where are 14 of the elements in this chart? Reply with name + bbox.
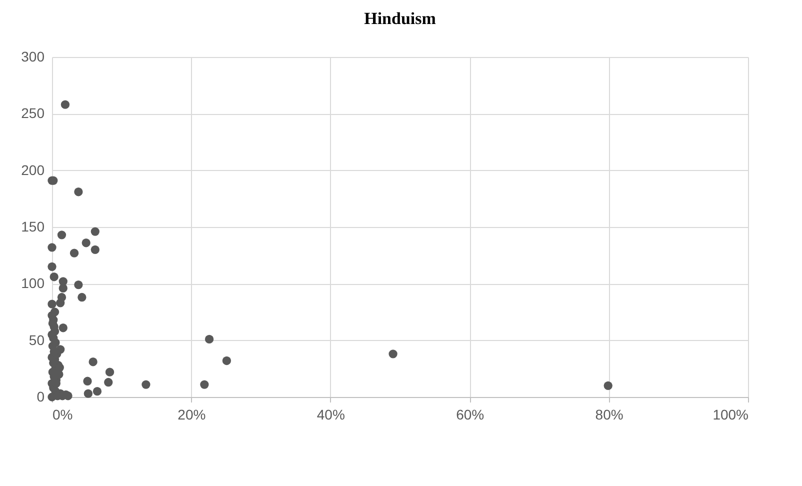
chart-title: Hinduism bbox=[364, 9, 436, 28]
y-tick-label: 300 bbox=[21, 48, 45, 64]
x-tick-label: 40% bbox=[316, 406, 345, 422]
y-tick-label: 50 bbox=[28, 332, 45, 348]
x-tick-label: 60% bbox=[456, 406, 484, 422]
x-tick-label: 100% bbox=[712, 406, 748, 422]
y-tick-label: 100 bbox=[21, 275, 45, 292]
y-tick-label: 0 bbox=[36, 388, 45, 404]
x-tick-label: 80% bbox=[595, 406, 624, 422]
y-tick-label: 200 bbox=[21, 162, 45, 178]
y-tick-label: 250 bbox=[21, 105, 45, 122]
y-tick-label: 150 bbox=[21, 218, 45, 234]
x-tick-label: 20% bbox=[178, 406, 206, 422]
x-tick-label: 0% bbox=[52, 406, 73, 422]
